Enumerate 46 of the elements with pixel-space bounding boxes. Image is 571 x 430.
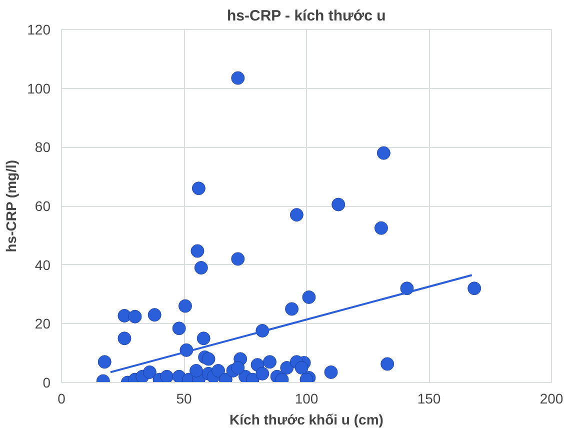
point xyxy=(194,261,208,275)
y-tick-label: 20 xyxy=(34,316,51,332)
point xyxy=(196,332,210,346)
x-tick-label: 50 xyxy=(176,390,192,406)
y-tick-label: 0 xyxy=(42,374,51,390)
point xyxy=(202,352,216,366)
point xyxy=(324,365,338,379)
x-tick-label: 0 xyxy=(58,390,66,406)
point xyxy=(332,198,346,212)
y-axis-title: hs-CRP (mg/l) xyxy=(3,160,20,252)
y-tick-label: 60 xyxy=(34,198,51,214)
point xyxy=(212,364,226,378)
y-tick-label: 40 xyxy=(34,256,51,273)
point xyxy=(192,182,206,196)
point xyxy=(302,290,316,304)
point xyxy=(231,361,245,375)
point xyxy=(172,322,186,336)
point xyxy=(190,364,203,378)
point xyxy=(231,71,245,85)
point xyxy=(263,355,276,369)
point xyxy=(178,299,192,313)
x-tick-label: 200 xyxy=(540,390,564,406)
point xyxy=(231,252,245,266)
point xyxy=(98,355,112,369)
point xyxy=(118,332,132,346)
x-tick-label: 150 xyxy=(417,390,441,406)
chart-title: hs-CRP - kích thước u xyxy=(226,8,386,24)
y-tick-label: 120 xyxy=(27,22,51,38)
x-tick-label: 100 xyxy=(294,390,318,406)
y-tick-label: 100 xyxy=(27,80,51,96)
point xyxy=(256,366,270,380)
point xyxy=(160,370,174,382)
point xyxy=(285,302,299,316)
point xyxy=(294,361,308,375)
y-tick-label: 80 xyxy=(34,139,51,156)
point xyxy=(142,365,156,379)
point xyxy=(380,357,394,371)
point xyxy=(290,208,304,222)
point xyxy=(280,361,294,375)
x-axis-title: Kích thước khối u (cm) xyxy=(230,412,384,428)
point xyxy=(190,244,204,258)
point xyxy=(468,282,482,296)
point xyxy=(148,308,162,322)
point xyxy=(374,221,388,235)
point xyxy=(376,146,390,160)
point xyxy=(128,310,142,324)
